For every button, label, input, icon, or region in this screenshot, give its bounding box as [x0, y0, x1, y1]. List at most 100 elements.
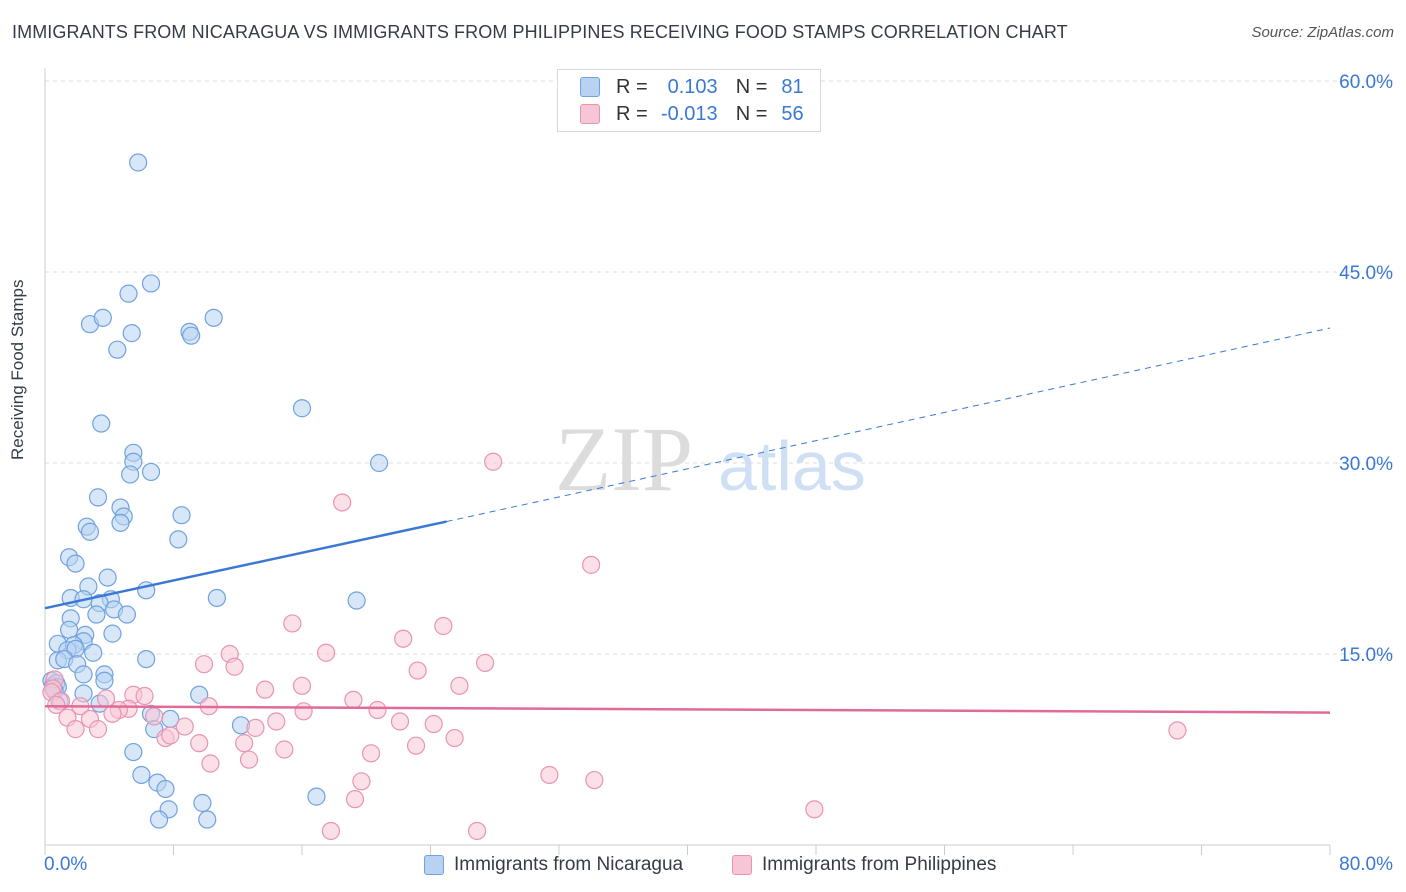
- point-philippines: [235, 734, 254, 753]
- stats-legend: R = 0.103 N = 81 R = -0.013 N = 56: [557, 69, 821, 132]
- point-philippines: [246, 718, 265, 737]
- point-nicaragua: [121, 465, 140, 484]
- point-nicaragua: [193, 793, 212, 813]
- point-nicaragua: [132, 765, 151, 785]
- point-philippines: [201, 754, 220, 773]
- point-philippines: [352, 772, 371, 791]
- point-nicaragua: [198, 810, 217, 829]
- point-philippines: [283, 614, 302, 633]
- point-philippines: [321, 821, 341, 841]
- watermark-zip: ZIP: [555, 408, 693, 510]
- legend-n-label: N =: [735, 102, 768, 125]
- x-tick-label-min: 0.0%: [44, 854, 87, 875]
- point-nicaragua: [172, 506, 191, 525]
- point-philippines: [145, 707, 164, 726]
- series-nicaragua-points: [42, 153, 389, 829]
- point-nicaragua: [103, 624, 122, 643]
- trendline-nicaragua-dashed: [446, 327, 1331, 523]
- watermark-atlas: atlas: [718, 427, 866, 505]
- point-nicaragua: [66, 554, 85, 573]
- legend-r-label: R =: [616, 75, 648, 98]
- point-nicaragua: [93, 308, 112, 327]
- point-nicaragua: [370, 453, 389, 473]
- trendline-nicaragua-solid: [44, 520, 447, 610]
- x-tick-label-max: 80.0%: [1339, 854, 1393, 875]
- point-nicaragua: [169, 530, 188, 549]
- point-nicaragua: [87, 605, 106, 624]
- point-philippines: [476, 653, 495, 673]
- point-philippines: [333, 493, 352, 512]
- point-nicaragua: [129, 153, 148, 172]
- point-nicaragua: [98, 568, 117, 587]
- bottom-legend-nicaragua: Immigrants from Nicaragua: [424, 852, 683, 878]
- point-philippines: [805, 800, 824, 819]
- point-philippines: [275, 740, 294, 759]
- point-philippines: [88, 720, 108, 739]
- point-nicaragua: [59, 620, 79, 639]
- bottom-legend-label-philippines: Immigrants from Philippines: [762, 854, 997, 875]
- point-nicaragua: [156, 779, 175, 799]
- point-philippines: [345, 790, 365, 809]
- legend-swatch-pink: [580, 104, 600, 124]
- y-tick-label: 45.0%: [1339, 263, 1393, 284]
- point-philippines: [255, 680, 275, 699]
- point-philippines: [1168, 721, 1187, 740]
- point-philippines: [540, 765, 559, 785]
- bottom-legend-swatch-blue: [424, 855, 444, 875]
- point-philippines: [467, 821, 487, 841]
- point-nicaragua: [307, 787, 326, 806]
- point-philippines: [239, 750, 259, 769]
- point-philippines: [292, 676, 312, 695]
- legend-n-label: N =: [735, 75, 768, 98]
- point-nicaragua: [119, 284, 138, 303]
- point-philippines: [445, 728, 464, 748]
- point-philippines: [66, 720, 85, 739]
- point-philippines: [406, 736, 426, 755]
- bottom-legend-swatch-pink: [732, 855, 752, 875]
- point-philippines: [424, 714, 443, 734]
- point-nicaragua: [124, 742, 143, 762]
- point-philippines: [194, 655, 214, 674]
- series-philippines-points: [42, 452, 1187, 841]
- point-nicaragua: [88, 488, 108, 507]
- point-philippines: [294, 702, 313, 721]
- legend-r-value-nicaragua: 0.103: [667, 75, 718, 98]
- bottom-legend-label-nicaragua: Immigrants from Nicaragua: [454, 854, 684, 875]
- point-nicaragua: [141, 462, 161, 482]
- legend-swatch-blue: [580, 77, 600, 97]
- point-philippines: [225, 657, 244, 676]
- legend-row-nicaragua: R = 0.103 N = 81: [580, 75, 804, 99]
- point-nicaragua: [95, 671, 114, 690]
- legend-row-philippines: R = -0.013 N = 56: [580, 102, 804, 126]
- point-nicaragua: [84, 643, 103, 662]
- point-nicaragua: [204, 308, 223, 327]
- point-nicaragua: [182, 326, 201, 345]
- point-philippines: [408, 661, 427, 680]
- point-philippines: [484, 452, 503, 471]
- legend-r-value-philippines: -0.013: [660, 102, 718, 125]
- trend-lines: [44, 327, 1331, 714]
- point-philippines: [135, 686, 154, 706]
- point-nicaragua: [347, 591, 366, 610]
- point-philippines: [267, 712, 286, 731]
- point-philippines: [361, 744, 381, 763]
- watermark: ZIP atlas: [555, 408, 866, 510]
- axes: [44, 68, 1331, 855]
- y-tick-label: 30.0%: [1339, 454, 1393, 475]
- point-philippines: [103, 704, 122, 723]
- point-philippines: [190, 734, 209, 753]
- y-tick-label: 60.0%: [1339, 72, 1393, 93]
- point-philippines: [585, 770, 604, 790]
- point-philippines: [450, 676, 469, 695]
- point-nicaragua: [122, 324, 141, 343]
- tick-labels: 15.0% 30.0% 45.0% 60.0% 0.0% 80.0%: [44, 72, 1393, 875]
- bottom-legend-philippines: Immigrants from Philippines: [732, 852, 996, 878]
- legend-n-value-nicaragua: 81: [781, 75, 804, 98]
- point-philippines: [47, 695, 66, 715]
- point-nicaragua: [137, 649, 156, 669]
- point-philippines: [316, 643, 336, 662]
- trendline-philippines: [44, 704, 1331, 714]
- point-philippines: [434, 616, 453, 636]
- point-philippines: [390, 712, 410, 731]
